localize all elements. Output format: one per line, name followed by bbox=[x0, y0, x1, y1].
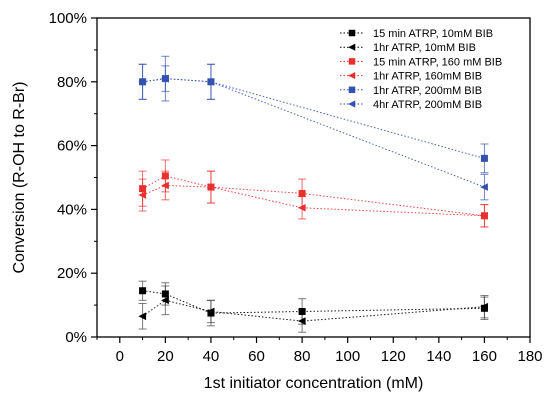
data-point bbox=[297, 317, 306, 325]
legend-marker bbox=[348, 86, 356, 94]
series-lines bbox=[142, 78, 485, 322]
axes: 0 20 40 60 80 100 120 140 160 180 0% 20% 40% 60% 80% 10… bbox=[49, 10, 543, 365]
series-line-5 bbox=[142, 78, 485, 188]
x-tick-label: 160 bbox=[472, 348, 497, 365]
y-axis-title: Conversion (R-OH to R-Br) bbox=[11, 81, 28, 273]
series-line-0 bbox=[142, 290, 485, 314]
data-markers bbox=[138, 74, 488, 325]
data-point bbox=[139, 185, 147, 193]
series-line-3 bbox=[142, 184, 485, 217]
legend-label: 15 min ATRP, 10mM BIB bbox=[373, 28, 493, 40]
data-point bbox=[297, 203, 306, 212]
legend-marker bbox=[348, 43, 356, 51]
legend-marker bbox=[348, 72, 356, 80]
x-tick-label: 40 bbox=[203, 348, 220, 365]
data-point bbox=[138, 191, 147, 199]
x-tick-label: 60 bbox=[248, 348, 265, 365]
data-point bbox=[298, 189, 306, 197]
legend-label: 1hr ATRP, 200mM BIB bbox=[373, 85, 482, 97]
series-line-1 bbox=[142, 299, 485, 322]
x-axis-title: 1st initiator concentration (mM) bbox=[204, 375, 424, 392]
x-tick-label: 100 bbox=[335, 348, 360, 365]
data-point bbox=[138, 312, 147, 321]
y-tick-label: 80% bbox=[57, 74, 87, 91]
y-tick-label: 100% bbox=[49, 10, 87, 27]
y-tick-label: 20% bbox=[57, 265, 87, 282]
data-point bbox=[480, 211, 488, 220]
legend-label: 1hr ATRP, 10mM BIB bbox=[373, 42, 476, 54]
data-point bbox=[139, 287, 147, 295]
data-point bbox=[161, 172, 169, 180]
data-point bbox=[480, 154, 488, 162]
x-tick-label: 140 bbox=[426, 348, 451, 365]
x-tick-label: 180 bbox=[517, 348, 542, 365]
legend-marker bbox=[348, 58, 356, 65]
legend-label: 15 min ATRP, 160 mM BIB bbox=[373, 56, 502, 68]
data-point bbox=[206, 77, 215, 86]
legend-marker bbox=[348, 100, 356, 108]
x-tick-label: 120 bbox=[381, 348, 406, 365]
data-point bbox=[161, 181, 169, 190]
legend-label: 4hr ATRP, 200mM BIB bbox=[373, 99, 482, 111]
data-point bbox=[206, 307, 215, 316]
series-line-2 bbox=[142, 175, 485, 217]
error-bars bbox=[138, 55, 489, 333]
data-point bbox=[480, 302, 488, 311]
data-point bbox=[298, 307, 306, 315]
y-tick-label: 60% bbox=[57, 138, 87, 155]
data-point bbox=[138, 77, 147, 86]
x-tick-label: 0 bbox=[116, 348, 124, 365]
legend-marker bbox=[348, 29, 356, 37]
data-point bbox=[480, 183, 488, 191]
x-tick-label: 80 bbox=[294, 348, 311, 365]
y-tick-label: 40% bbox=[57, 201, 87, 218]
x-tick-label: 20 bbox=[157, 348, 174, 365]
data-point bbox=[206, 183, 215, 191]
legend-label: 1hr ATRP, 160mM BIB bbox=[373, 71, 482, 83]
y-tick-label: 0% bbox=[65, 329, 87, 346]
legend: 15 min ATRP, 10mM BIB 1hr ATRP, 10mM BIB 1… bbox=[340, 28, 502, 111]
data-point bbox=[161, 296, 169, 305]
data-point bbox=[161, 290, 169, 298]
data-point bbox=[161, 74, 169, 83]
